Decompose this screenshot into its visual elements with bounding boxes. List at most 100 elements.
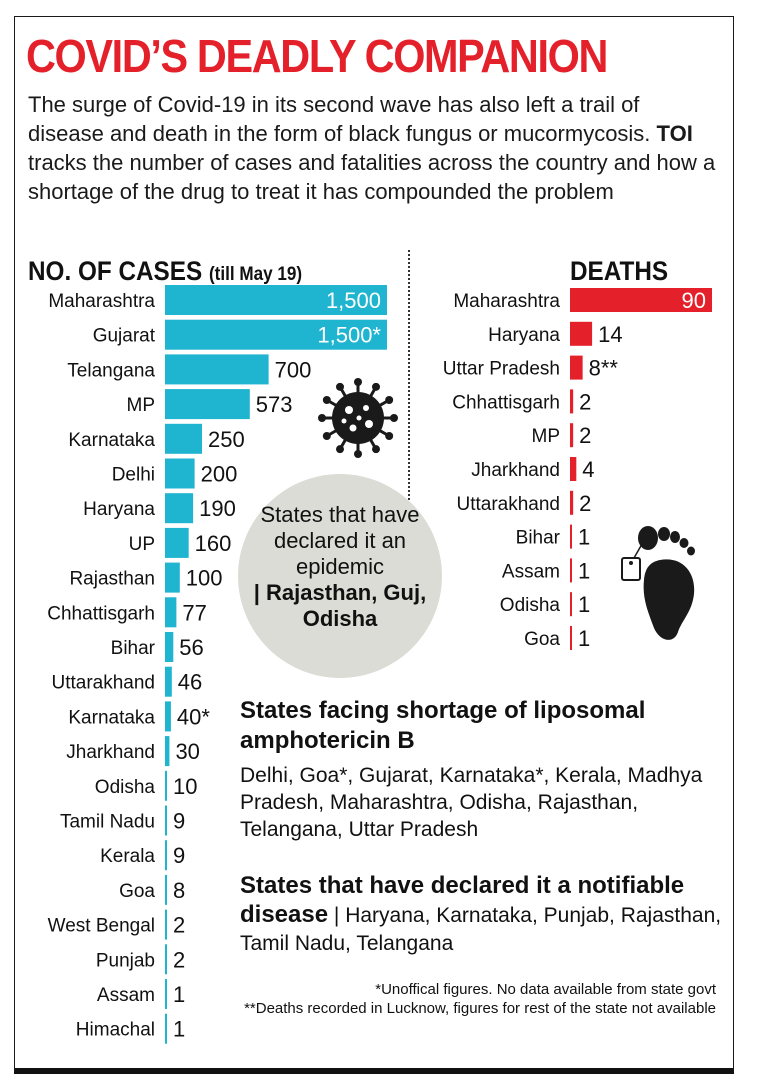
bar — [165, 423, 202, 454]
category-label: UP — [129, 534, 155, 555]
category-label: Jharkhand — [471, 460, 560, 481]
epidemic-callout: States that have declared it an epidemic… — [253, 502, 427, 631]
cases-bar-chart: Maharashtra 1,500 Gujarat 1,500* Telangana 70… — [47, 285, 387, 1044]
category-label: Maharashtra — [48, 291, 155, 312]
category-label: Punjab — [96, 950, 155, 971]
value-label: 77 — [182, 600, 206, 625]
bar — [165, 389, 250, 420]
bar — [165, 319, 387, 350]
value-label: 14 — [598, 322, 622, 347]
bar — [570, 592, 572, 617]
value-label: 190 — [199, 496, 236, 521]
notifiable-section: States that have declared it a notifiabl… — [240, 872, 730, 958]
value-label: 9 — [173, 843, 185, 868]
bar — [570, 288, 712, 312]
category-label: MP — [532, 426, 561, 447]
value-label: 1,500* — [317, 323, 381, 348]
bar — [570, 626, 572, 650]
epidemic-callout-circle — [238, 474, 442, 678]
category-label: Bihar — [516, 528, 561, 549]
intro-paragraph: The surge of Covid-19 in its second wave… — [28, 92, 716, 204]
category-label: Rajasthan — [69, 569, 155, 590]
column-divider — [408, 250, 410, 500]
deaths-heading: DEATHS — [570, 256, 669, 286]
value-label: 1 — [173, 1017, 185, 1042]
shortage-states: Delhi, Goa*, Gujarat, Karnataka*, Kerala… — [240, 764, 703, 841]
bar — [570, 524, 572, 549]
value-label: 250 — [208, 427, 245, 452]
value-label: 10 — [173, 774, 197, 799]
bar — [165, 632, 174, 662]
bar — [165, 805, 167, 836]
shortage-section: States facing shortage of liposomal amph… — [240, 696, 730, 843]
value-label: 1 — [578, 592, 590, 617]
bar — [165, 979, 167, 1009]
category-label: Uttar Pradesh — [443, 359, 560, 380]
value-label: 2 — [579, 491, 591, 516]
category-label: Haryana — [488, 325, 560, 346]
footnotes: *Unoffical figures. No data available fr… — [240, 980, 716, 1018]
value-label: 1 — [173, 982, 185, 1007]
category-label: Odisha — [500, 595, 561, 616]
category-label: Chhattisgarh — [452, 392, 560, 413]
category-label: Assam — [97, 985, 155, 1006]
value-label: 40* — [177, 704, 210, 729]
category-label: Delhi — [112, 465, 155, 486]
category-label: Uttarakhand — [51, 673, 155, 694]
bar — [570, 457, 577, 481]
value-label: 200 — [201, 462, 238, 487]
category-label: Assam — [502, 561, 560, 582]
category-label: Telangana — [67, 360, 155, 381]
bar — [165, 909, 167, 940]
value-label: 2 — [579, 389, 591, 414]
value-label: 8** — [589, 356, 619, 381]
category-label: Karnataka — [68, 707, 155, 728]
value-label: 8 — [173, 878, 185, 903]
bar — [165, 840, 167, 871]
category-label: Kerala — [100, 846, 155, 867]
bar — [570, 558, 572, 583]
value-label: 9 — [173, 809, 185, 834]
bar — [165, 354, 269, 385]
category-label: Uttarakhand — [456, 494, 560, 515]
category-label: Maharashtra — [453, 291, 560, 312]
category-label: Goa — [119, 881, 155, 902]
value-label: 2 — [579, 423, 591, 448]
category-label: Karnataka — [68, 430, 155, 451]
value-label: 56 — [179, 635, 203, 660]
category-label: Odisha — [95, 777, 156, 798]
value-label: 573 — [256, 392, 293, 417]
value-label: 4 — [582, 457, 594, 482]
bar — [165, 666, 172, 697]
bar — [165, 458, 195, 489]
bar — [570, 490, 574, 515]
value-label: 1 — [578, 525, 590, 550]
bar — [570, 389, 574, 414]
category-label: Jharkhand — [66, 742, 155, 763]
value-label: 100 — [186, 566, 223, 591]
bar — [165, 493, 194, 524]
bar — [165, 770, 167, 801]
category-label: MP — [127, 395, 156, 416]
footnote-unofficial: *Unoffical figures. No data available fr… — [375, 981, 716, 998]
category-label: West Bengal — [48, 916, 155, 937]
bar — [165, 285, 387, 315]
category-label: Haryana — [83, 499, 155, 520]
category-label: Gujarat — [93, 326, 156, 347]
category-label: Chhattisgarh — [47, 603, 155, 624]
value-label: 90 — [682, 288, 706, 313]
bar — [165, 527, 189, 558]
category-label: Goa — [524, 629, 560, 650]
bar — [165, 736, 170, 767]
bar — [165, 701, 171, 732]
foot-tag-icon — [621, 526, 695, 640]
shortage-title: States facing shortage of liposomal amph… — [240, 697, 646, 754]
value-label: 1,500 — [326, 288, 381, 313]
value-label: 2 — [173, 913, 185, 938]
notifiable-states: | Haryana, Karnataka, Punjab, Rajasthan,… — [240, 904, 722, 955]
cases-heading: NO. OF CASES (till May 19) — [28, 256, 303, 286]
bar — [165, 874, 167, 905]
value-label: 700 — [275, 357, 312, 382]
value-label: 1 — [578, 558, 590, 583]
